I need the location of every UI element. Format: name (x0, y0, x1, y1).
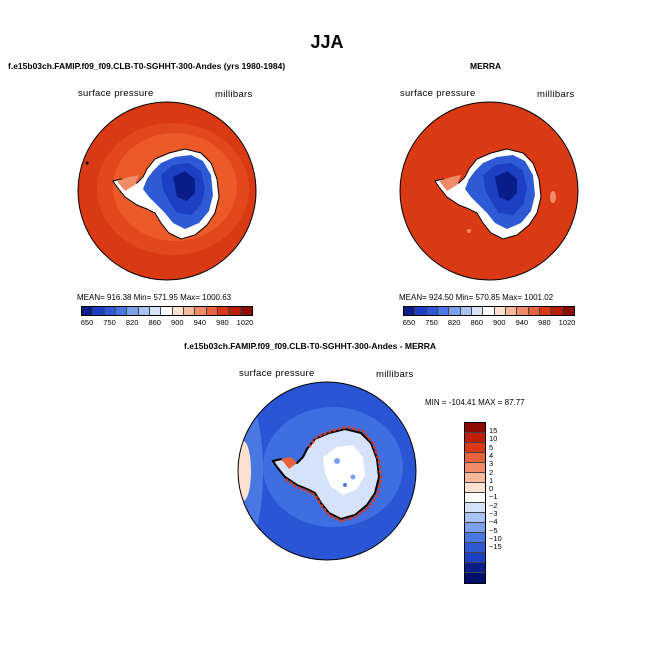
colorbar-swatch (127, 307, 139, 315)
colorbar-swatch (465, 443, 485, 453)
colorbar-tick-label: 0 (489, 484, 494, 494)
colorbar-tick-label: 940 (193, 318, 207, 327)
panel2-colorbar (403, 306, 575, 316)
colorbar-tick-label: 650 (80, 318, 94, 327)
panel2-polar-map (399, 101, 579, 281)
figure-title: JJA (310, 32, 344, 52)
colorbar-swatch (138, 307, 150, 315)
colorbar-swatch (465, 553, 485, 563)
colorbar-swatch (93, 307, 105, 315)
panel2-title: MERRA (470, 61, 502, 71)
colorbar-swatch (551, 307, 563, 315)
colorbar-tick-label: 860 (148, 318, 161, 327)
colorbar-swatch (161, 307, 173, 315)
colorbar-swatch (539, 307, 552, 315)
panel3-field-label: surface pressure (239, 368, 315, 379)
colorbar-swatch (465, 493, 485, 503)
panel1-units-label: millibars (215, 89, 253, 100)
colorbar-swatch (494, 307, 506, 315)
colorbar-swatch (465, 483, 485, 493)
colorbar-tick-label: 10 (489, 434, 498, 444)
panel1-polar-map (77, 101, 257, 281)
colorbar-tick-label: 3 (489, 459, 494, 469)
colorbar-tick-label: −15 (489, 542, 502, 552)
colorbar-tick-label: 2 (489, 467, 494, 477)
colorbar-swatch (465, 543, 485, 553)
colorbar-tick-label: 860 (470, 318, 483, 327)
panel2-units-label: millibars (537, 89, 575, 100)
colorbar-swatch (172, 307, 184, 315)
colorbar-tick-label: 900 (171, 318, 184, 327)
colorbar-swatch (217, 307, 230, 315)
colorbar-tick-label: 4 (489, 450, 494, 460)
colorbar-tick-label: −5 (489, 525, 498, 535)
colorbar-swatch (104, 307, 116, 315)
colorbar-swatch (149, 307, 162, 315)
colorbar-swatch (426, 307, 438, 315)
colorbar-swatch (465, 573, 485, 583)
colorbar-tick-label: −2 (489, 500, 498, 510)
colorbar-swatch (465, 503, 485, 513)
panel2-stats: MEAN= 924.50 Min= 570.85 Max= 1001.02 (399, 293, 554, 302)
colorbar-tick-label: 5 (489, 442, 494, 452)
colorbar-tick-label: 980 (538, 318, 551, 327)
colorbar-swatch (465, 563, 485, 573)
colorbar-tick-label: 1020 (236, 318, 254, 327)
colorbar-tick-label: 650 (402, 318, 416, 327)
colorbar-swatch (483, 307, 495, 315)
colorbar-swatch (465, 463, 485, 473)
colorbar-swatch (460, 307, 472, 315)
colorbar-swatch (415, 307, 427, 315)
colorbar-tick-label: 900 (493, 318, 506, 327)
colorbar-tick-label: 940 (515, 318, 529, 327)
colorbar-swatch (465, 513, 485, 523)
panel3-stats: MIN = -104.41 MAX = 87.77 (425, 398, 525, 407)
colorbar-swatch (115, 307, 128, 315)
panel3-polar-map (237, 381, 417, 561)
colorbar-swatch (465, 533, 485, 543)
colorbar-tick-label: 750 (425, 318, 438, 327)
colorbar-swatch (449, 307, 461, 315)
colorbar-tick-label: −4 (489, 517, 498, 527)
panel3-colorbar (464, 422, 486, 584)
colorbar-swatch (82, 307, 94, 315)
colorbar-swatch (465, 473, 485, 483)
colorbar-tick-label: 820 (125, 318, 139, 327)
colorbar-tick-label: 750 (103, 318, 116, 327)
colorbar-tick-label: 980 (216, 318, 229, 327)
panel1-field-label: surface pressure (78, 88, 154, 99)
panel3-title: f.e15b03ch.FAMIP.f09_f09.CLB-T0-SGHHT-30… (184, 341, 437, 351)
panel3-units-label: millibars (376, 369, 414, 380)
colorbar-swatch (505, 307, 518, 315)
colorbar-swatch (240, 307, 252, 315)
panel2-field-label: surface pressure (400, 88, 476, 99)
colorbar-tick-label: 820 (447, 318, 461, 327)
colorbar-swatch (465, 433, 485, 443)
colorbar-swatch (183, 307, 196, 315)
colorbar-tick-label: 15 (489, 426, 498, 435)
colorbar-swatch (471, 307, 484, 315)
colorbar-swatch (195, 307, 207, 315)
colorbar-swatch (465, 423, 485, 433)
colorbar-tick-label: 1 (489, 475, 494, 485)
panel1-title: f.e15b03ch.FAMIP.f09_f09.CLB-T0-SGHHT-30… (8, 61, 286, 71)
colorbar-tick-label: −1 (489, 492, 498, 502)
colorbar-tick-label: −3 (489, 509, 498, 518)
panel1-stats: MEAN= 916.38 Min= 571.95 Max= 1000.63 (77, 293, 232, 302)
colorbar-swatch (517, 307, 529, 315)
colorbar-swatch (528, 307, 540, 315)
colorbar-swatch (206, 307, 218, 315)
colorbar-swatch (562, 307, 574, 315)
colorbar-tick-label: 1020 (558, 318, 576, 327)
colorbar-swatch (229, 307, 241, 315)
panel1-colorbar (81, 306, 253, 316)
colorbar-swatch (437, 307, 450, 315)
colorbar-tick-label: −10 (489, 533, 502, 543)
colorbar-swatch (465, 453, 485, 463)
colorbar-swatch (465, 523, 485, 533)
colorbar-swatch (404, 307, 416, 315)
